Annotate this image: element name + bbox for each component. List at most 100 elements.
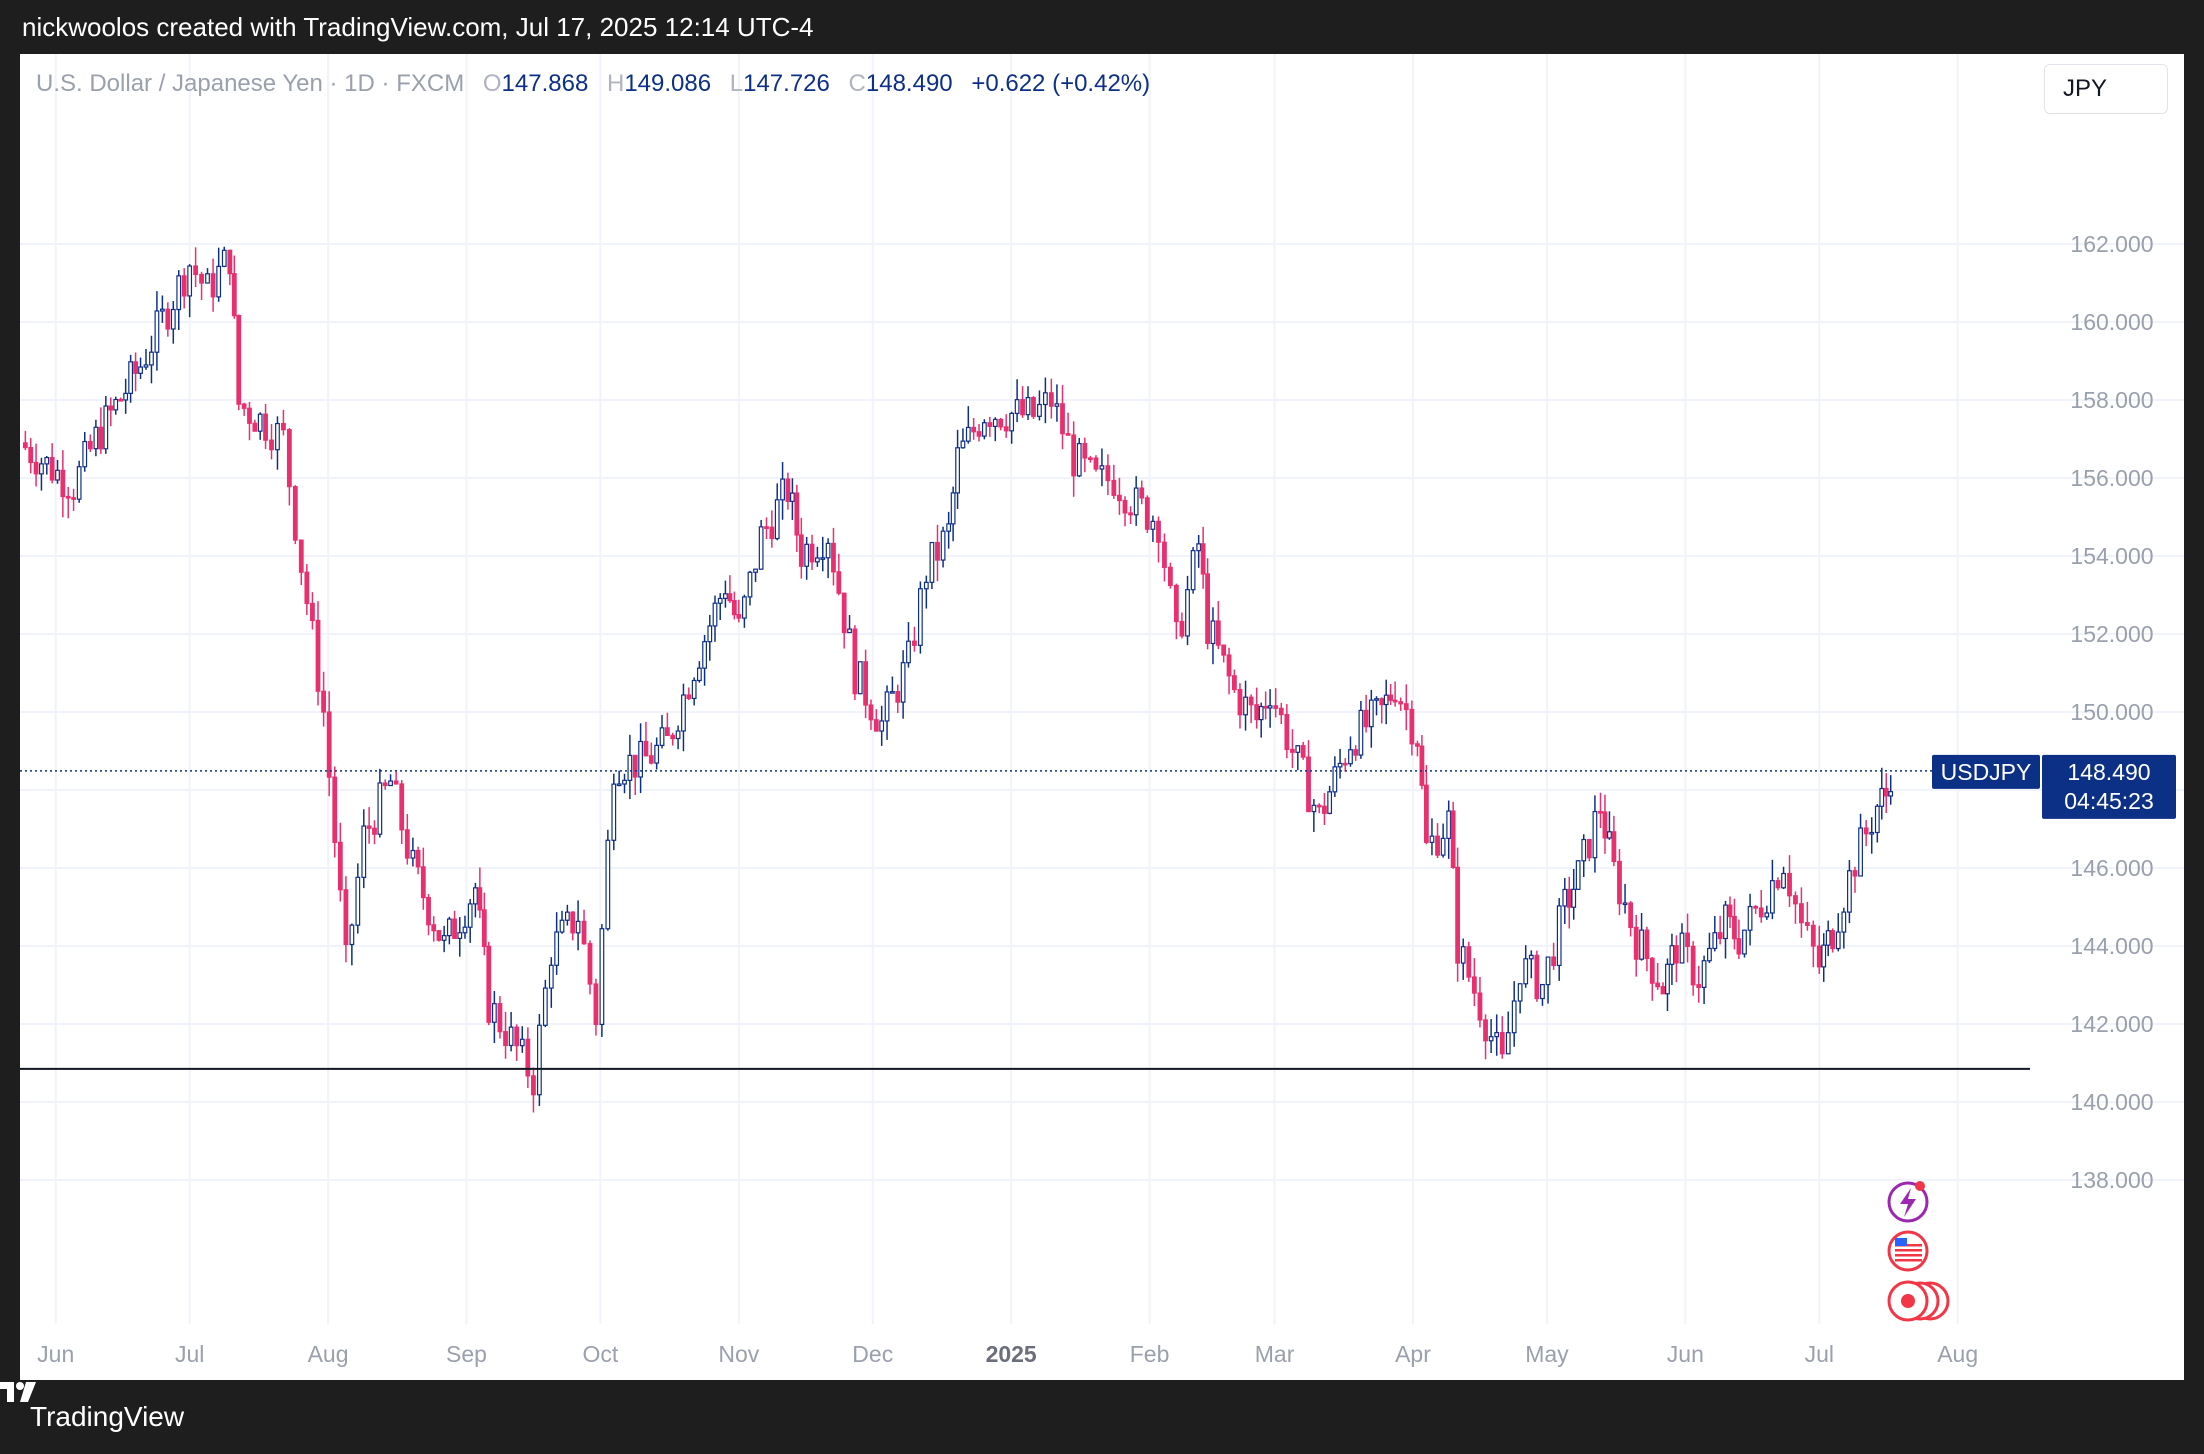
candle-body [559, 919, 565, 933]
candle-body [420, 866, 426, 899]
currency-button[interactable]: JPY [2044, 64, 2168, 114]
candle-body [1037, 403, 1042, 417]
candle-body [1200, 543, 1206, 575]
candle-body [514, 1026, 520, 1047]
candle-body [149, 351, 154, 366]
candle-body [486, 945, 492, 1023]
candle-body [426, 896, 431, 926]
candle-body [187, 265, 193, 297]
tradingview-logo[interactable]: TradingView [0, 1382, 185, 1433]
candle-body [1316, 804, 1322, 808]
candle-body [1156, 520, 1161, 543]
candle-body [611, 783, 617, 841]
candle-body [491, 1003, 497, 1023]
x-tick-label: Mar [1255, 1341, 1295, 1367]
candle-body [123, 392, 129, 401]
candle-body [310, 602, 315, 622]
candle-body [820, 557, 826, 560]
candle-body [884, 691, 890, 722]
candle-body [1374, 698, 1379, 701]
candle-body [1284, 713, 1290, 751]
candle-body [1231, 675, 1237, 691]
candle-body [1575, 860, 1581, 890]
candle-body [1082, 443, 1088, 459]
candle-body [1841, 911, 1847, 933]
candle-body [33, 461, 39, 475]
candle-body [785, 478, 791, 502]
candle-body [616, 783, 622, 787]
candle-body [281, 422, 286, 431]
candle-body [1736, 938, 1742, 955]
price-tag-value: 148.490 [2067, 759, 2150, 785]
candle-body [1858, 827, 1863, 877]
candle-body [605, 839, 611, 930]
candle-body [1099, 465, 1105, 470]
candle-body [741, 596, 747, 619]
candle-body [431, 924, 437, 932]
legend-close-value: 148.490 [865, 70, 953, 97]
candle-body [138, 366, 143, 374]
chart-panel[interactable]: 138.000140.000142.000144.000146.000148.0… [20, 54, 2184, 1380]
candle-body [681, 694, 686, 732]
footer-bar: TradingView [0, 1380, 2204, 1454]
candle-body [1295, 745, 1301, 753]
candle-body [1592, 810, 1598, 859]
candle-body [1685, 932, 1690, 947]
candle-body [1852, 870, 1858, 877]
candle-body [1804, 922, 1810, 926]
candle-body [1348, 749, 1353, 765]
candle-body [441, 935, 447, 941]
candle-body [906, 640, 911, 664]
lightning-icon-glyph [1900, 1188, 1916, 1217]
candle-body [1888, 791, 1894, 797]
candle-body [1060, 403, 1065, 435]
candle-body [1753, 905, 1759, 909]
candle-body [337, 841, 343, 891]
candle-body [286, 429, 292, 488]
candle-body [1014, 399, 1020, 415]
price-chart[interactable]: 138.000140.000142.000144.000146.000148.0… [20, 54, 2184, 1380]
candle-body [1696, 984, 1702, 988]
caption-bar: nickwoolos created with TradingView.com,… [0, 0, 2204, 54]
candle-body [292, 486, 298, 541]
candle-body [1423, 784, 1429, 843]
candle-body [542, 987, 548, 1026]
candle-body [1065, 433, 1071, 436]
candle-body [981, 422, 987, 437]
candle-body [1523, 958, 1529, 985]
candle-body [798, 534, 804, 567]
candle-body [758, 526, 764, 570]
us-flag-stripe [1895, 1244, 1922, 1247]
candle-body [570, 911, 576, 934]
candle-body [1562, 888, 1568, 907]
candle-body [503, 1031, 508, 1047]
candle-body [477, 887, 483, 911]
candle-body [1455, 866, 1461, 964]
y-tick-label: 156.000 [2070, 465, 2153, 491]
candle-body [1322, 805, 1327, 814]
candle-body [98, 426, 104, 450]
candle-body [221, 249, 227, 267]
candle-body [723, 593, 728, 600]
candle-body [814, 557, 820, 563]
legend-high-value: 149.086 [624, 70, 712, 97]
candle-body [1622, 902, 1628, 906]
candle-body [1477, 992, 1483, 1021]
candle-body [1306, 756, 1311, 813]
candle-body [55, 469, 60, 481]
legend-open-value: 147.868 [501, 70, 589, 97]
x-tick-label: Nov [718, 1341, 759, 1367]
candle-body [998, 418, 1004, 428]
y-tick-label: 160.000 [2070, 309, 2153, 335]
candle-body [76, 466, 82, 500]
x-tick-label: Aug [1937, 1341, 1978, 1367]
candle-body [1042, 392, 1048, 406]
candle-body [1020, 399, 1025, 416]
candle-body [1190, 550, 1196, 591]
candle-body [1628, 902, 1634, 929]
candle-body [1821, 944, 1827, 968]
candle-body [971, 426, 977, 433]
candle-body [825, 542, 831, 559]
brand-name: TradingView [30, 1401, 185, 1432]
candle-body [1088, 457, 1093, 461]
